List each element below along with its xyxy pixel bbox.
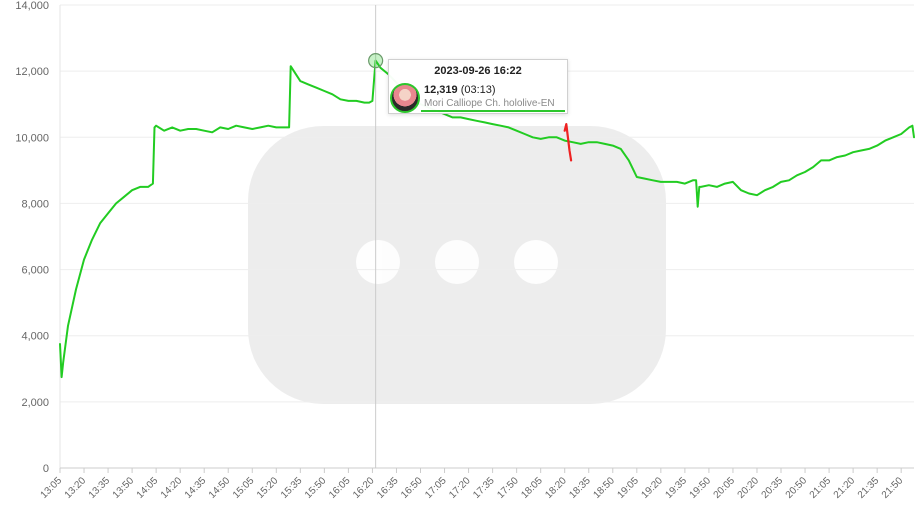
y-tick-label: 12,000 xyxy=(15,66,49,78)
x-tick-label: 14:35 xyxy=(183,475,209,501)
x-tick-label: 19:50 xyxy=(688,475,714,501)
x-tick-label: 21:35 xyxy=(856,475,882,501)
y-tick-label: 8,000 xyxy=(21,198,49,210)
x-tick-label: 14:05 xyxy=(135,475,161,501)
x-tick-label: 15:20 xyxy=(255,475,281,501)
tooltip-viewers: 12,319 xyxy=(424,84,458,96)
x-tick-label: 21:50 xyxy=(880,475,906,501)
y-tick-label: 2,000 xyxy=(21,397,49,409)
x-tick-label: 16:50 xyxy=(399,475,425,501)
tooltip-value: 12,319 (03:13) xyxy=(424,84,496,96)
crosshair xyxy=(368,5,384,468)
watermark-dots xyxy=(356,240,558,284)
y-tick-label: 6,000 xyxy=(21,265,49,277)
x-tick-label: 17:20 xyxy=(447,475,473,501)
highlight-marker xyxy=(368,52,384,69)
x-tick-label: 20:20 xyxy=(736,475,762,501)
x-tick-label: 13:50 xyxy=(111,475,137,501)
avatar xyxy=(390,83,420,113)
x-tick-label: 16:05 xyxy=(327,475,353,501)
x-tick-label: 17:50 xyxy=(495,475,521,501)
x-tick-label: 18:35 xyxy=(567,475,593,501)
x-tick-label: 21:20 xyxy=(832,475,858,501)
x-tick-label: 17:05 xyxy=(423,475,449,501)
x-tick-label: 16:35 xyxy=(375,475,401,501)
x-tick-label: 13:35 xyxy=(87,475,113,501)
x-tick-label: 14:50 xyxy=(207,475,233,501)
tooltip-title: 2023-09-26 16:22 xyxy=(434,65,522,77)
y-tick-label: 4,000 xyxy=(21,331,49,343)
x-tick-label: 15:50 xyxy=(303,475,329,501)
x-tick-label: 20:35 xyxy=(760,475,786,501)
x-tick-label: 13:05 xyxy=(39,475,65,501)
x-tick-label: 13:20 xyxy=(63,475,89,501)
x-tick-label: 15:05 xyxy=(231,475,257,501)
x-tick-label: 14:20 xyxy=(159,475,185,501)
x-tick-label: 18:05 xyxy=(519,475,545,501)
x-tick-label: 21:05 xyxy=(808,475,834,501)
y-tick-label: 0 xyxy=(43,463,49,475)
x-tick-label: 19:05 xyxy=(615,475,641,501)
series-line-2 xyxy=(563,123,573,162)
x-tick-label: 16:20 xyxy=(351,475,377,501)
x-tick-label: 15:35 xyxy=(279,475,305,501)
x-tick-label: 19:20 xyxy=(639,475,665,501)
series-lines xyxy=(59,59,915,379)
x-tick-label: 19:35 xyxy=(664,475,690,501)
series-line-1 xyxy=(59,59,915,379)
tooltip-duration: (03:13) xyxy=(460,84,496,96)
x-tick-label: 18:20 xyxy=(543,475,569,501)
x-tick-label: 18:50 xyxy=(591,475,617,501)
tooltip-channel: Mori Calliope Ch. hololive-EN xyxy=(424,98,555,109)
y-tick-label: 10,000 xyxy=(15,132,49,144)
tooltip-accent xyxy=(421,110,565,112)
x-tick-label: 20:50 xyxy=(784,475,810,501)
x-tick-label: 17:35 xyxy=(471,475,497,501)
x-tick-label: 20:05 xyxy=(712,475,738,501)
y-tick-label: 14,000 xyxy=(15,0,49,12)
tooltip: 2023-09-26 16:22 12,319 (03:13) Mori Cal… xyxy=(388,59,568,114)
